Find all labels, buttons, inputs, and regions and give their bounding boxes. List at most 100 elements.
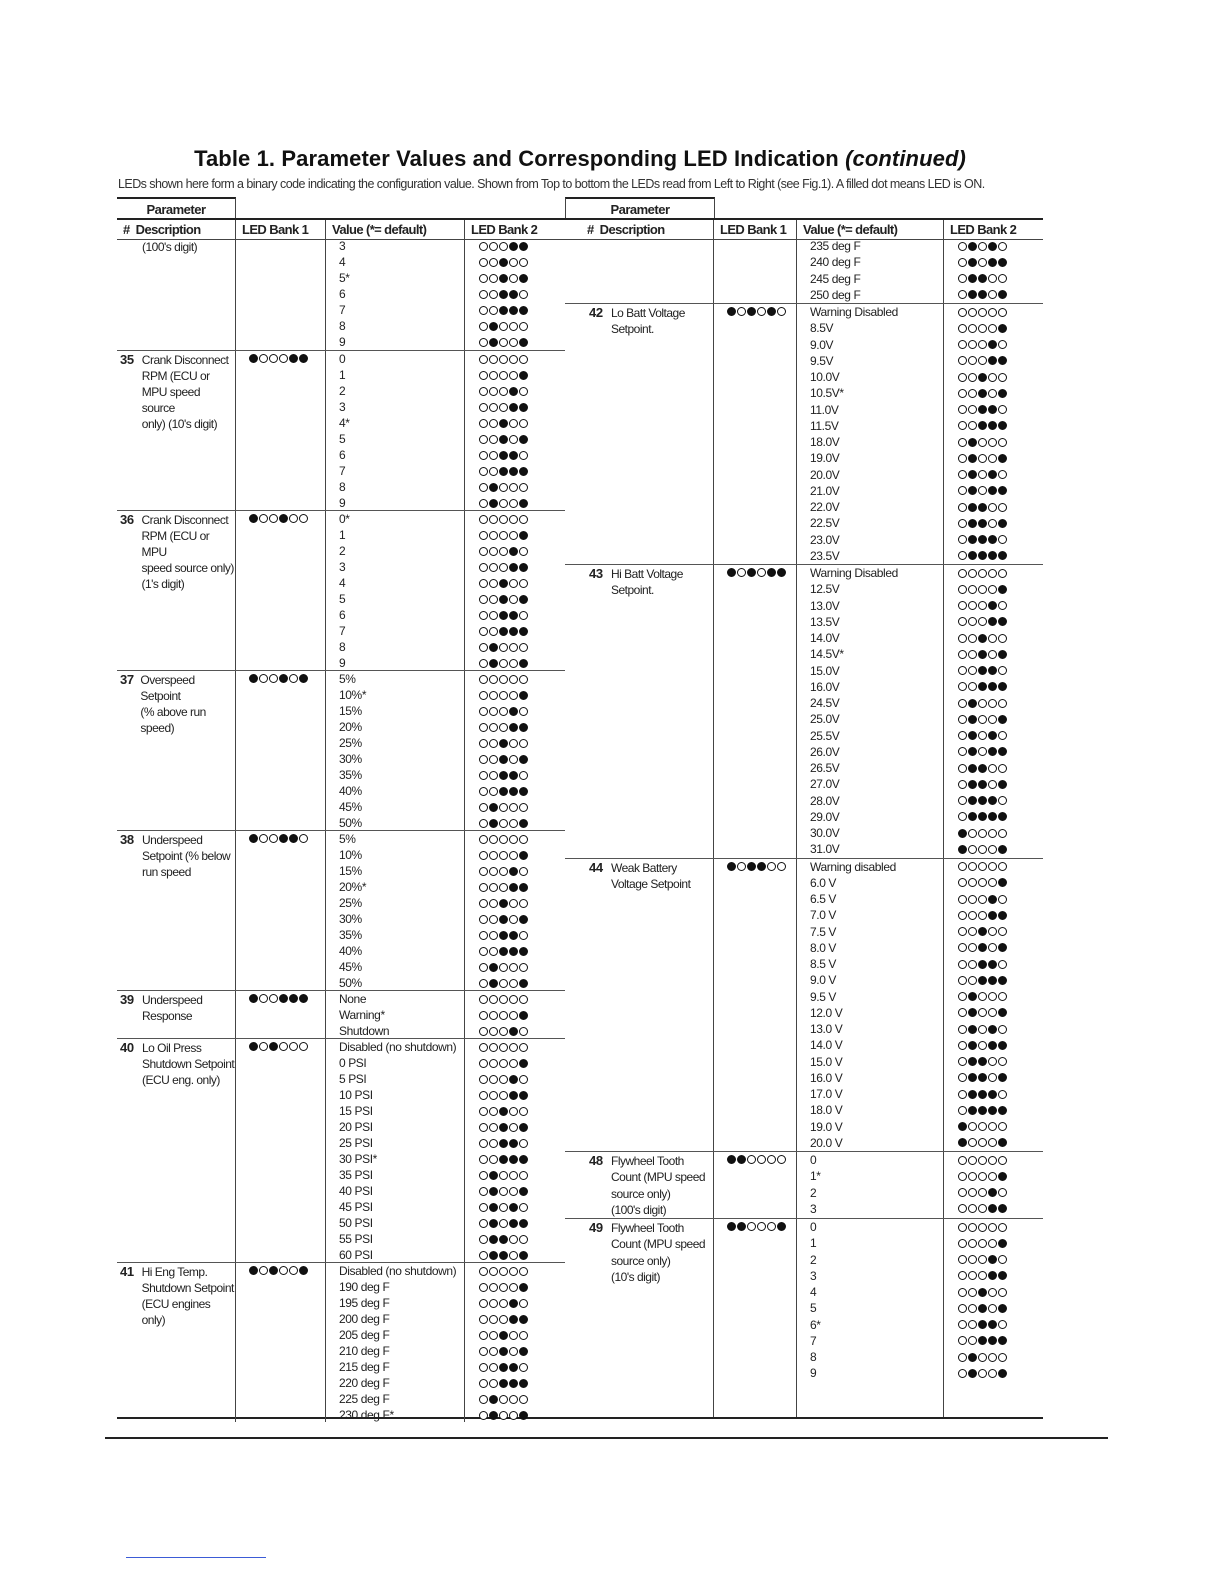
led-off-icon: [519, 1394, 528, 1404]
led-off-icon: [988, 828, 997, 838]
value-option: 2: [339, 544, 346, 558]
led-bank-2-code: [958, 1238, 1007, 1248]
led-bank-2-row: [479, 607, 565, 623]
led-off-icon: [737, 568, 746, 577]
led-off-icon: [499, 818, 508, 828]
led-off-icon: [499, 1042, 508, 1052]
led-off-icon: [978, 617, 987, 627]
led-on-icon: [988, 910, 997, 920]
led-bank-2-code: [479, 690, 528, 700]
led-off-icon: [489, 1090, 498, 1100]
parameter-group: 49 Flywheel Tooth Count (MPU speed source…: [565, 1218, 1043, 1417]
led-on-icon: [767, 307, 776, 316]
led-bank-2-code: [479, 305, 528, 315]
led-off-icon: [509, 498, 518, 508]
led-off-icon: [988, 1073, 997, 1083]
led-bank-2-row: [958, 254, 1043, 270]
led-off-icon: [998, 763, 1007, 773]
led-off-icon: [988, 323, 997, 333]
led-on-icon: [968, 470, 977, 480]
led-bank-2-row: [479, 286, 565, 302]
led-on-icon: [499, 946, 508, 956]
led-off-icon: [519, 289, 528, 299]
value-option: 4: [810, 1285, 817, 1299]
led-on-icon: [299, 674, 308, 683]
led-off-icon: [489, 1154, 498, 1164]
led-bank-1-header: LED Bank 1: [236, 220, 326, 239]
led-off-icon: [968, 666, 977, 676]
led-off-icon: [998, 307, 1007, 317]
value-option: 60 PSI: [339, 1248, 373, 1262]
value-option: 30%: [339, 752, 362, 766]
value-option: Warning disabled: [810, 859, 896, 874]
led-on-icon: [998, 323, 1007, 333]
led-off-icon: [958, 812, 967, 822]
led-bank-2-row: [958, 548, 1043, 564]
led-on-icon: [968, 535, 977, 545]
led-bank-2-row: [958, 744, 1043, 760]
led-on-icon: [998, 551, 1007, 561]
led-bank-2-code: [479, 1122, 528, 1132]
led-bank-2-code: [958, 1008, 1007, 1018]
led-bank-2-row: [479, 1295, 565, 1311]
led-off-icon: [479, 273, 488, 283]
value-option: 190 deg F: [339, 1280, 390, 1294]
led-off-icon: [968, 1287, 977, 1297]
led-off-icon: [968, 1238, 977, 1248]
led-off-icon: [279, 354, 288, 363]
led-off-icon: [978, 601, 987, 611]
led-bank-2-code: [958, 763, 1007, 773]
led-bank-2-code: [479, 994, 528, 1004]
led-bank-2-code: [958, 535, 1007, 545]
led-bank-2-code: [479, 337, 528, 347]
led-off-icon: [499, 1026, 508, 1036]
led-on-icon: [519, 722, 528, 732]
led-off-icon: [978, 910, 987, 920]
led-off-icon: [519, 1298, 528, 1308]
value-option: 7.5 V: [810, 924, 837, 939]
led-off-icon: [958, 568, 967, 578]
led-off-icon: [519, 738, 528, 748]
led-off-icon: [479, 434, 488, 444]
led-off-icon: [968, 1155, 977, 1165]
led-bank-2-row: [479, 831, 565, 847]
led-bank-2-code: [479, 978, 528, 988]
led-on-icon: [968, 763, 977, 773]
led-off-icon: [259, 834, 268, 843]
led-off-icon: [489, 914, 498, 924]
led-on-icon: [509, 241, 518, 251]
led-off-icon: [978, 1138, 987, 1148]
led-off-icon: [978, 470, 987, 480]
led-bank-2-code: [479, 578, 528, 588]
led-off-icon: [269, 834, 278, 843]
led-on-icon: [988, 1105, 997, 1115]
led-off-icon: [519, 994, 528, 1004]
led-bank-2-code: [479, 289, 528, 299]
led-bank-2-row: [958, 402, 1043, 418]
led-on-icon: [509, 450, 518, 460]
led-on-icon: [988, 1336, 997, 1346]
led-on-icon: [499, 1106, 508, 1116]
led-bank-1-code: [727, 1155, 796, 1164]
led-off-icon: [757, 307, 766, 316]
led-off-icon: [479, 1298, 488, 1308]
value-option: 2: [339, 384, 346, 398]
led-off-icon: [958, 1155, 967, 1165]
led-off-icon: [988, 844, 997, 854]
value-option: 10.0V: [810, 370, 840, 384]
led-on-icon: [519, 402, 528, 412]
table-caption: LEDs shown here form a binary code indic…: [118, 177, 985, 191]
led-bank-2-row: [958, 711, 1043, 727]
led-off-icon: [489, 257, 498, 267]
led-on-icon: [998, 812, 1007, 822]
value-option: Shutdown: [339, 1024, 390, 1038]
parameter-description: Crank Disconnect RPM (ECU or MPU speed s…: [141, 513, 234, 591]
led-on-icon: [958, 1122, 967, 1132]
led-off-icon: [479, 1330, 488, 1340]
led-bank-1-cell: [714, 858, 797, 1151]
led-off-icon: [958, 372, 967, 382]
led-bank-2-code: [479, 273, 528, 283]
led-on-icon: [519, 434, 528, 444]
led-off-icon: [978, 714, 987, 724]
led-bank-2-code: [479, 642, 528, 652]
